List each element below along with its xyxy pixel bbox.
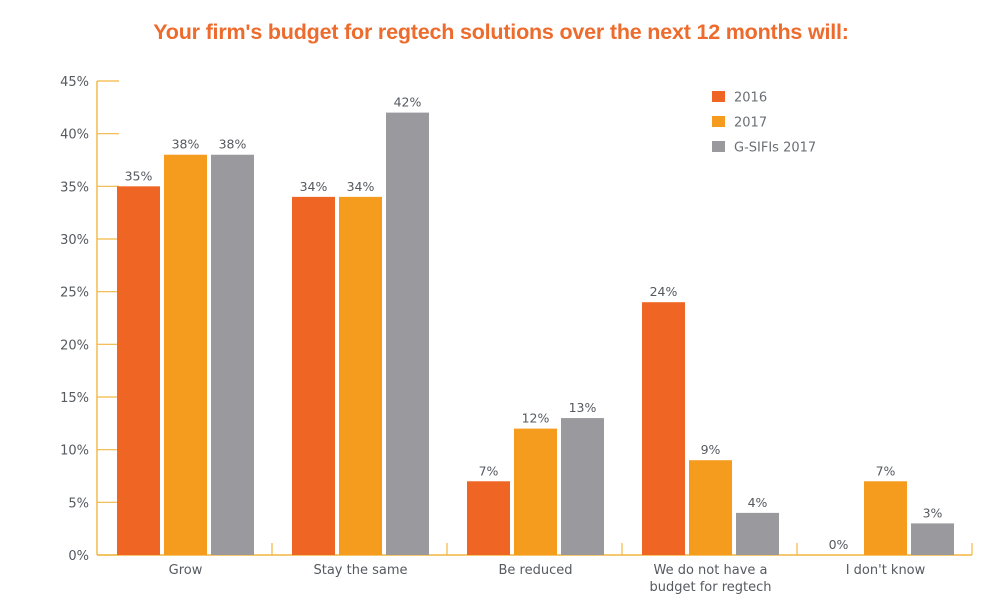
bar [211,154,254,555]
x-tick-label: Grow [169,563,203,578]
y-tick-label: 5% [68,496,89,511]
data-label: 38% [219,137,247,152]
bar [514,428,557,555]
legend-swatch [712,91,725,102]
data-label: 9% [701,442,721,457]
bar [292,196,335,555]
legend-label: 2017 [734,116,767,131]
legend-label: 2016 [734,91,767,106]
y-tick-label: 20% [60,338,89,353]
legend-swatch [712,116,725,127]
y-tick-label: 25% [60,286,89,301]
bar [864,481,907,555]
data-label: 42% [394,95,422,110]
legend: 2016 2017 G-SIFIs 2017 [712,91,816,156]
data-label: 3% [923,505,943,520]
y-tick-label: 15% [60,391,89,406]
x-tick-label: I don't know [846,563,926,578]
data-label: 34% [300,179,328,194]
bar [164,154,207,555]
bar [339,196,382,555]
data-label: 7% [876,463,896,478]
data-label: 0% [829,537,849,552]
bar [467,481,510,555]
chart-title: Your firm's budget for regtech solutions… [153,20,849,44]
y-tick-label: 30% [60,233,89,248]
data-label: 13% [569,400,597,415]
x-tick-label: We do not have a budget for regtech [649,563,771,595]
data-label: 4% [748,495,768,510]
data-label: 7% [479,463,499,478]
data-label: 34% [347,179,375,194]
y-tick-label: 40% [60,128,89,143]
bar [561,418,604,555]
x-tick-label: Stay the same [313,563,407,578]
axes: 0% 5% 10% 15% 20% 25% 30% 35% 40% 45% Grow Stay the… [60,75,973,595]
bar [117,186,160,556]
y-tick-label: 45% [60,75,89,90]
data-label: 24% [650,284,678,299]
y-tick-label: 35% [60,180,89,195]
bar [386,112,429,555]
bar [736,512,779,555]
value-labels: 35% 38% 38% 34% 34% 42% 7% 12% 13% 24% 9% 4% 0% 7% 3% [125,95,943,552]
bar [642,302,685,555]
y-tick-label: 0% [68,549,89,564]
bar [911,523,954,555]
legend-label: G-SIFIs 2017 [734,141,816,156]
y-tick-label: 10% [60,444,89,459]
bar [689,460,732,555]
x-tick-label: Be reduced [499,563,573,578]
legend-swatch [712,141,725,152]
bars [117,112,954,556]
data-label: 38% [172,137,200,152]
data-label: 35% [125,168,153,183]
data-label: 12% [522,411,550,426]
